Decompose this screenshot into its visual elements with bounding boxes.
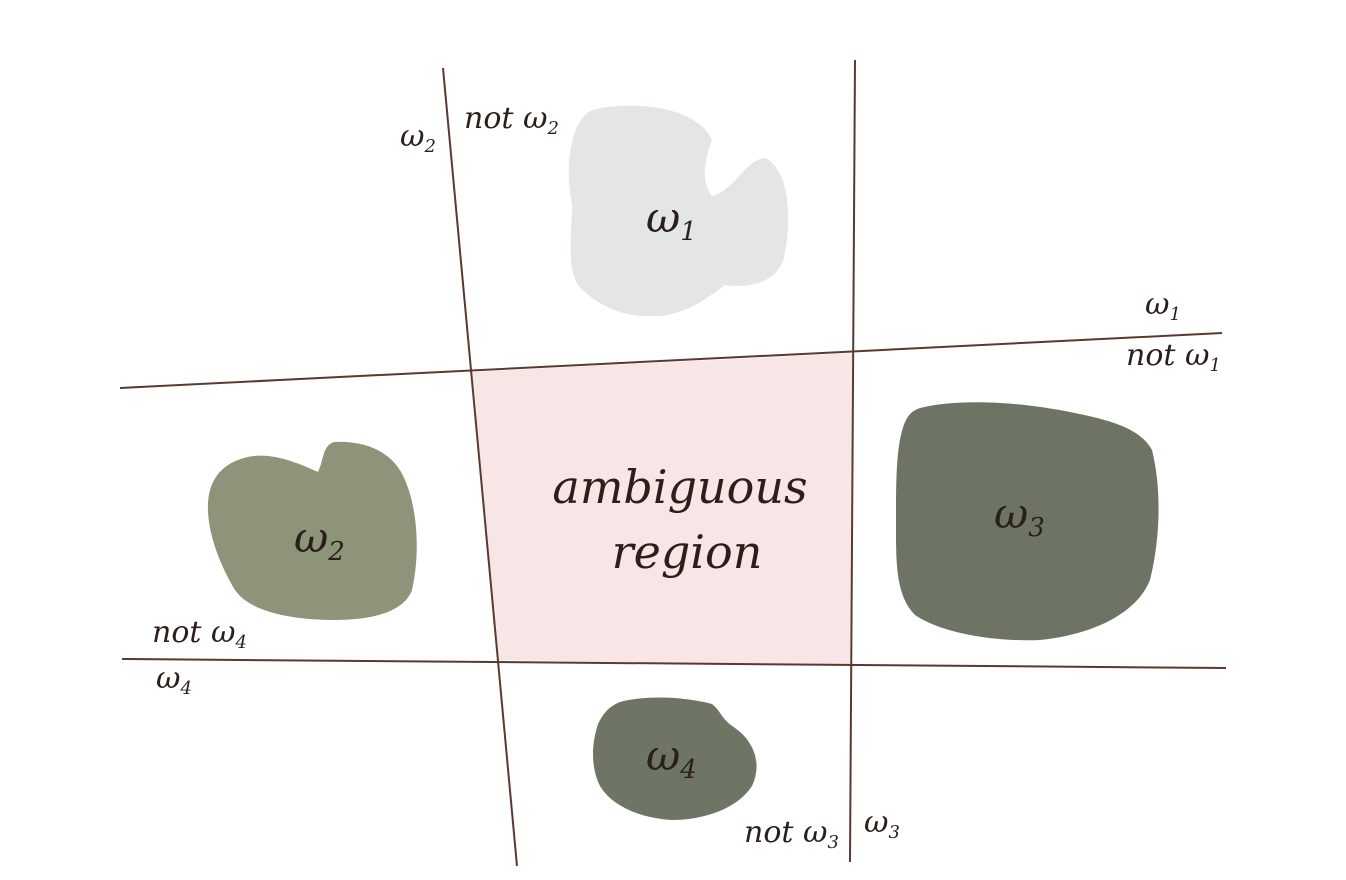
boundary-4-positive-label: ω4	[156, 661, 192, 699]
boundary-line-4	[121, 658, 1227, 669]
boundary-2-positive-label: ω2	[400, 119, 436, 157]
boundary-1-positive-label: ω1	[1145, 287, 1181, 325]
ambiguous-region	[471, 353, 852, 666]
class-w1-blob	[568, 105, 789, 317]
boundary-line-2	[442, 67, 518, 867]
boundary-1-negative-label: not ω1	[1126, 338, 1221, 376]
class-w2-blob	[207, 441, 417, 620]
class-w3-label: ω3	[994, 489, 1045, 543]
class-w1-label: ω1	[646, 193, 697, 247]
class-w4-blob	[593, 697, 757, 820]
boundary-3-negative-label: not ω3	[744, 815, 839, 853]
class-w2-label: ω2	[294, 513, 345, 567]
boundary-line-1	[119, 332, 1223, 389]
boundary-2-negative-label: not ω2	[464, 101, 559, 139]
ambiguous-region-line2: region	[612, 525, 763, 579]
class-w4-label: ω4	[646, 731, 697, 785]
boundary-3-positive-label: ω3	[864, 805, 900, 843]
class-w3-blob	[895, 402, 1159, 641]
boundary-line-3	[849, 59, 856, 863]
ambiguous-region-line1: ambiguous	[552, 460, 807, 514]
boundary-4-negative-label: not ω4	[152, 615, 247, 653]
